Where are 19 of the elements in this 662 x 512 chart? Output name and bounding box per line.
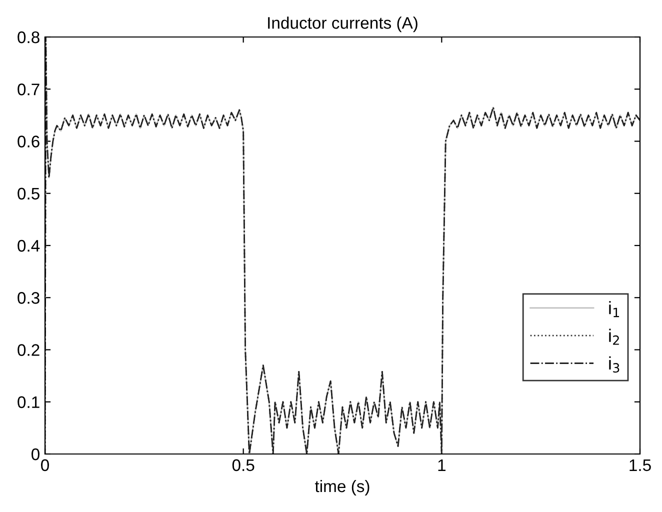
line-series (45, 37, 640, 454)
x-tick-label: 1 (438, 459, 446, 471)
y-tick-label: 0.2 (18, 344, 40, 356)
y-tick-label: 0 (32, 448, 40, 460)
y-tick-label: 0.4 (18, 240, 40, 252)
x-axis-title: time (s) (314, 480, 370, 496)
x-tick-label: 0.5 (232, 459, 254, 472)
y-tick-label: 0.5 (18, 188, 40, 200)
legend-label: i$_{2}$ (609, 328, 619, 345)
legend-label: i$_{1}$ (609, 301, 620, 318)
y-tick-label: 0.6 (18, 136, 40, 148)
y-tick-label: 0.1 (18, 396, 40, 408)
x-tick-label: 1.5 (630, 459, 651, 472)
chart-title: Inductor currents (A) (268, 16, 418, 32)
y-tick-label: 0.7 (18, 84, 40, 96)
legend-label: i$_{3}$ (609, 356, 620, 373)
x-tick-label: 0 (41, 459, 49, 472)
y-tick-label: 0.3 (18, 292, 40, 304)
y-tick-label: 0.8 (18, 31, 40, 44)
